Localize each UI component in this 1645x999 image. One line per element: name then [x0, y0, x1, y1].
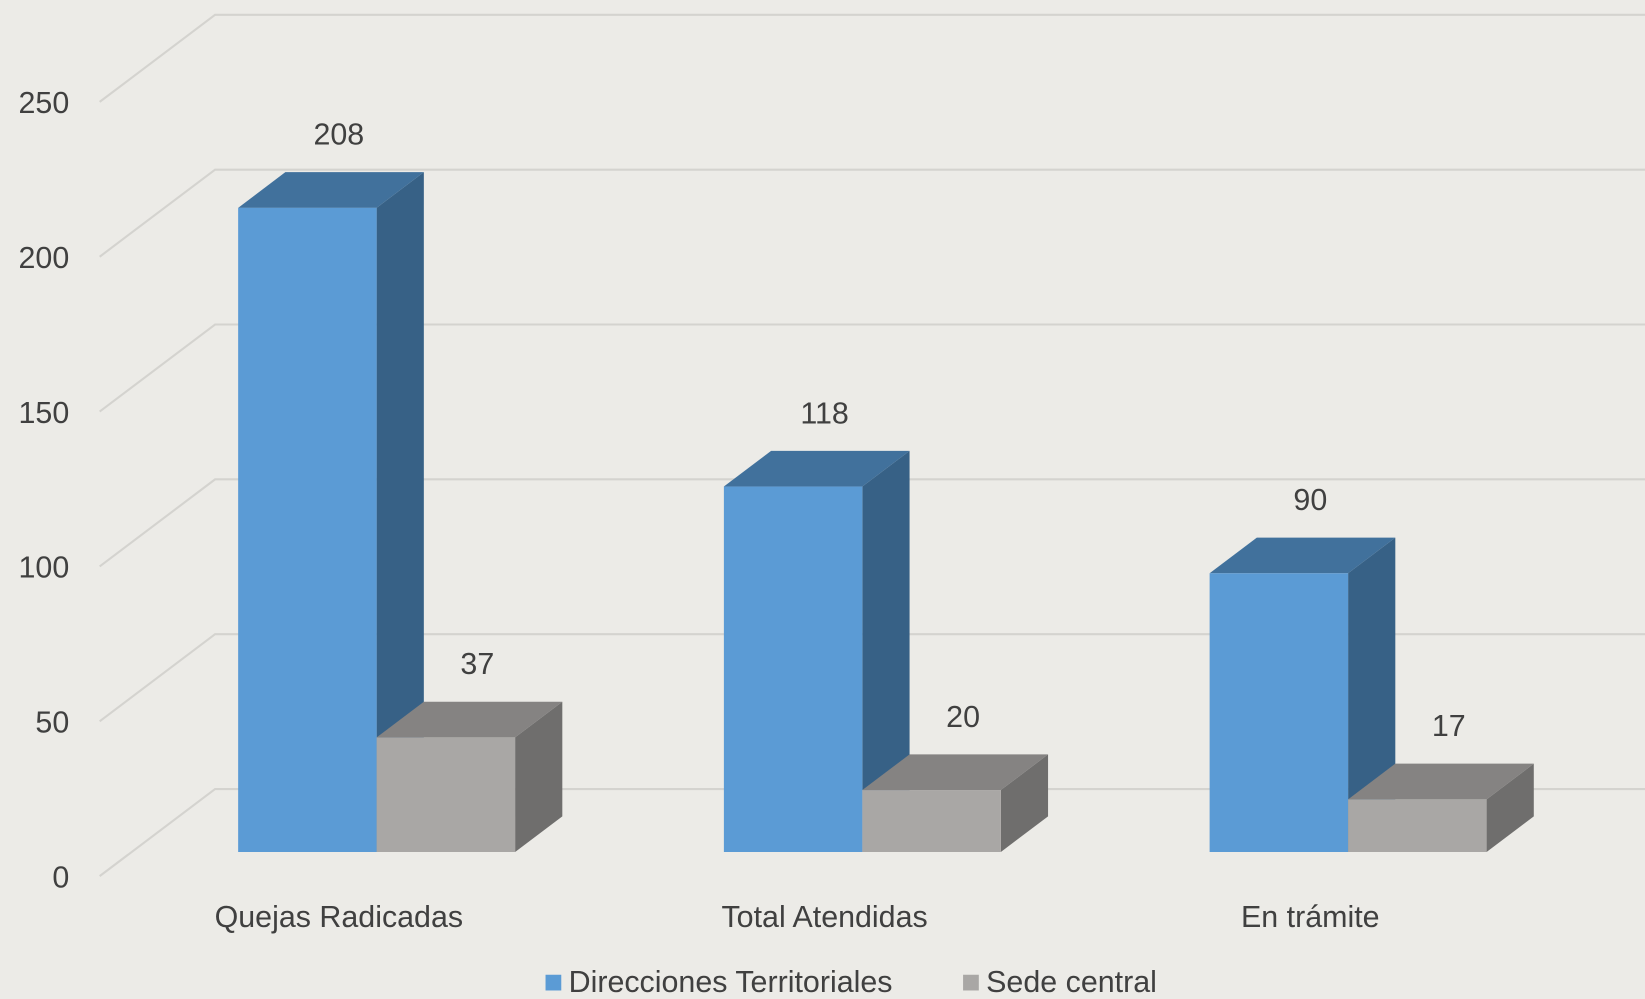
grid-line [99, 478, 1645, 568]
grid-line [99, 633, 1645, 723]
bar-top [862, 754, 1049, 791]
value-label: 20 [946, 700, 980, 734]
bar-top [1348, 763, 1534, 800]
bar-side [1000, 754, 1049, 852]
bar-side [862, 450, 910, 852]
x-tick-label: En trámite [1241, 900, 1380, 934]
y-tick-label: 200 [19, 241, 70, 275]
legend-swatch [963, 974, 979, 991]
value-label: 208 [313, 118, 364, 152]
legend-label: Direcciones Territoriales [569, 965, 893, 999]
bar [723, 486, 863, 852]
bar-top [376, 701, 563, 738]
value-label: 90 [1293, 483, 1327, 517]
bar-side [1486, 763, 1534, 852]
bar-top [1209, 537, 1396, 574]
y-tick-label: 100 [19, 551, 70, 585]
grid-line [99, 323, 1645, 413]
bar-side [376, 172, 424, 853]
value-label: 17 [1432, 709, 1466, 743]
grid-line [99, 788, 1645, 877]
value-label: 118 [800, 396, 848, 430]
bar-side [515, 701, 563, 852]
x-tick-label: Quejas Radicadas [215, 900, 463, 934]
y-tick-label: 250 [19, 86, 70, 120]
y-tick-label: 50 [35, 705, 69, 739]
legend-label: Sede central [986, 965, 1157, 999]
bar [376, 737, 516, 852]
bar-top [238, 172, 424, 208]
bar [238, 207, 377, 852]
grid-line [99, 168, 1645, 258]
bar [1348, 799, 1487, 852]
bar [1209, 573, 1349, 852]
grid-line [99, 13, 1645, 103]
y-tick-label: 0 [52, 860, 69, 894]
x-tick-label: Total Atendidas [721, 900, 927, 934]
value-label: 37 [460, 647, 494, 681]
bar-top [723, 450, 910, 487]
bar [862, 790, 1001, 852]
legend-swatch [545, 974, 562, 991]
y-tick-label: 150 [19, 396, 70, 430]
